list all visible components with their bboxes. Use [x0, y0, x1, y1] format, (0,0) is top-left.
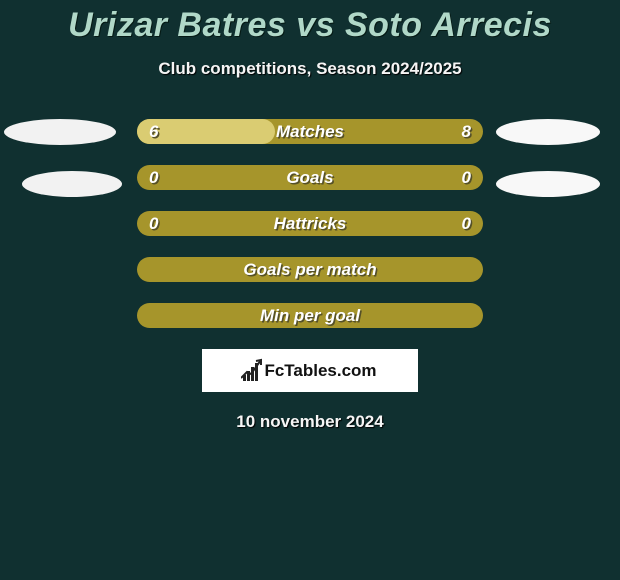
subtitle: Club competitions, Season 2024/2025	[158, 59, 461, 79]
bar-label: Min per goal	[137, 306, 483, 326]
stat-bar: Goals0 0	[137, 165, 483, 190]
date-text: 10 november 2024	[236, 412, 383, 432]
decor-ellipses-right	[496, 119, 616, 319]
logo-box: FcTables.com	[202, 349, 418, 392]
bar-fill-left	[137, 119, 275, 144]
bar-value-right: 8	[462, 122, 471, 142]
stat-bar: Min per goal	[137, 303, 483, 328]
bar-value-right: 0	[462, 168, 471, 188]
page-title: Urizar Batres vs Soto Arrecis	[68, 6, 552, 45]
fctables-icon	[243, 361, 258, 381]
stat-bar: Matches68	[137, 119, 483, 144]
bar-label: Hattricks	[137, 214, 483, 234]
stats-area: Matches68Goals00Hattricks00Goals per mat…	[0, 119, 620, 328]
bar-value-left: 0	[149, 168, 158, 188]
decor-ellipse	[4, 119, 116, 145]
trend-line-icon	[241, 358, 265, 380]
bar-label: Goals per match	[137, 260, 483, 280]
decor-ellipses-left	[4, 119, 124, 319]
decor-ellipse	[496, 171, 600, 197]
bar-label: Goals	[137, 168, 483, 188]
bar-value-right: 0	[462, 214, 471, 234]
decor-ellipse	[22, 171, 122, 197]
logo-text: FcTables.com	[264, 361, 376, 381]
stat-bar: Hattricks0 0	[137, 211, 483, 236]
stat-bar: Goals per match	[137, 257, 483, 282]
decor-ellipse	[496, 119, 600, 145]
bars-container: Matches68Goals00Hattricks00Goals per mat…	[137, 119, 483, 328]
bar-value-left: 0	[149, 214, 158, 234]
